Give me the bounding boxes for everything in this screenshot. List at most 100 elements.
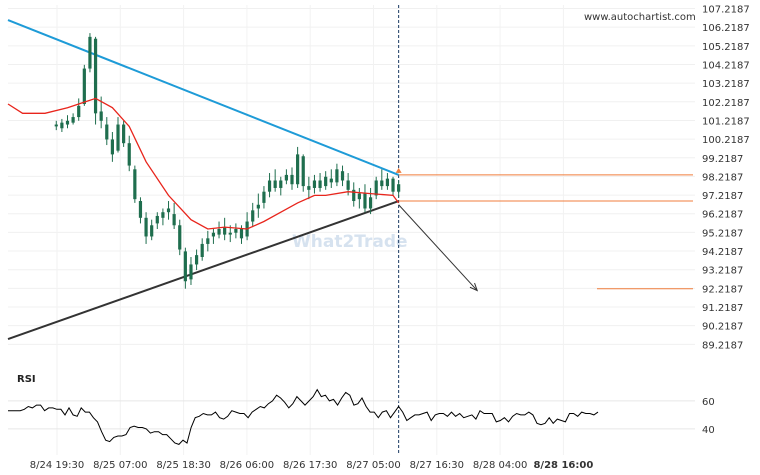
candle-body [335,169,339,183]
rsi-panel: RSI 60 40 [8,374,715,445]
watermark-url: www.autochartist.com [584,12,696,23]
time-tick-label: 8/26 06:00 [220,460,274,471]
candle-body [329,178,333,183]
candle-body [239,229,244,239]
candle-body [385,178,390,187]
support-line [7,200,399,341]
price-axis: 107.2187 106.2187 105.2187 104.2187 103.2187… [702,5,750,352]
candle-body [290,174,294,185]
candle-body [340,171,345,181]
price-tick-label: 102.2187 [702,98,750,109]
candle-body [150,225,154,237]
price-tick-label: 99.2187 [702,154,743,165]
price-tick-label: 93.2187 [702,266,743,277]
price-tick-label: 105.2187 [702,42,750,53]
candle-body [279,180,283,188]
candle-body [223,227,227,235]
price-tick-label: 100.2187 [702,135,750,146]
price-tick-label: 90.2187 [702,322,743,333]
candle-body [60,122,64,129]
candle-body [110,139,114,155]
time-tick-label: 8/28 16:00 [533,460,593,471]
candle-body [380,180,384,187]
price-tick-label: 89.2187 [702,340,743,351]
candle-body [211,232,216,237]
candle-body [200,243,204,257]
candle-body [71,117,75,123]
price-tick-label: 91.2187 [702,303,743,314]
candle-body [318,180,322,188]
candle-body [82,68,86,105]
candle-body [77,105,81,118]
price-tick-label: 106.2187 [702,23,750,34]
candle-body [155,215,159,224]
price-tick-label: 101.2187 [702,116,750,127]
time-tick-label: 8/27 16:30 [410,460,464,471]
candle-body [217,229,221,235]
rsi-tick-label: 40 [702,425,715,436]
rsi-line [8,388,599,445]
candle-body [374,180,378,196]
candle-body [127,143,131,166]
candle-body [307,186,311,190]
watermark: What2Trade www.autochartist.com [292,12,696,252]
price-tick-label: 94.2187 [702,247,743,258]
candle-body [88,36,92,69]
candle-body [397,184,401,192]
candle-body [65,120,70,125]
candle-body [228,232,232,235]
candle-body [178,225,182,250]
candle-body [194,255,199,265]
candle-body [133,169,137,200]
candle-body [273,180,277,188]
candle-body [251,210,255,222]
rsi-tick-label: 60 [702,397,715,408]
time-axis: 8/24 19:30 8/25 07:00 8/25 18:30 8/26 06:00… [30,460,594,471]
candle-body [166,208,171,213]
candle-body [363,193,367,209]
candle-body [122,124,126,144]
time-tick-label: 8/28 04:00 [473,460,527,471]
candle-body [296,154,300,185]
watermark-brand: What2Trade [292,232,408,252]
price-tick-label: 92.2187 [702,284,743,295]
time-tick-label: 8/25 07:00 [93,460,147,471]
price-tick-label: 98.2187 [702,172,743,183]
candle-body [391,178,395,192]
candle-body [312,180,317,188]
candle-body [256,204,260,209]
candle-body [368,197,373,209]
candle-body [161,212,165,218]
moving-average-line [7,97,400,230]
candle-body [172,214,176,226]
price-tick-label: 96.2187 [702,210,743,221]
candle-body [284,174,288,181]
price-tick-label: 103.2187 [702,79,750,90]
candle-body [105,124,109,140]
time-tick-label: 8/27 05:00 [346,460,400,471]
candle-body [352,189,356,202]
breakout-arrow-icon [395,167,402,173]
grid [8,5,695,455]
candle-body [93,38,98,114]
candle-body [189,264,193,280]
candle-body [138,201,143,218]
time-tick-label: 8/25 18:30 [156,460,210,471]
candle-body [301,156,305,187]
candle-body [346,180,350,190]
candle-body [262,191,266,203]
candle-body [116,124,120,151]
price-tick-label: 104.2187 [702,60,750,71]
candle-body [267,180,272,192]
time-tick-label: 8/26 17:30 [283,460,337,471]
price-tick-label: 107.2187 [702,5,750,16]
price-tick-label: 95.2187 [702,228,743,239]
resistance-line [7,19,400,176]
candle-body [54,124,58,127]
projection-arrow-line [398,204,478,291]
time-tick-label: 8/24 19:30 [30,460,84,471]
candle-body [99,111,103,121]
projection-arrowhead-icon [469,282,479,292]
candle-body [183,251,187,282]
